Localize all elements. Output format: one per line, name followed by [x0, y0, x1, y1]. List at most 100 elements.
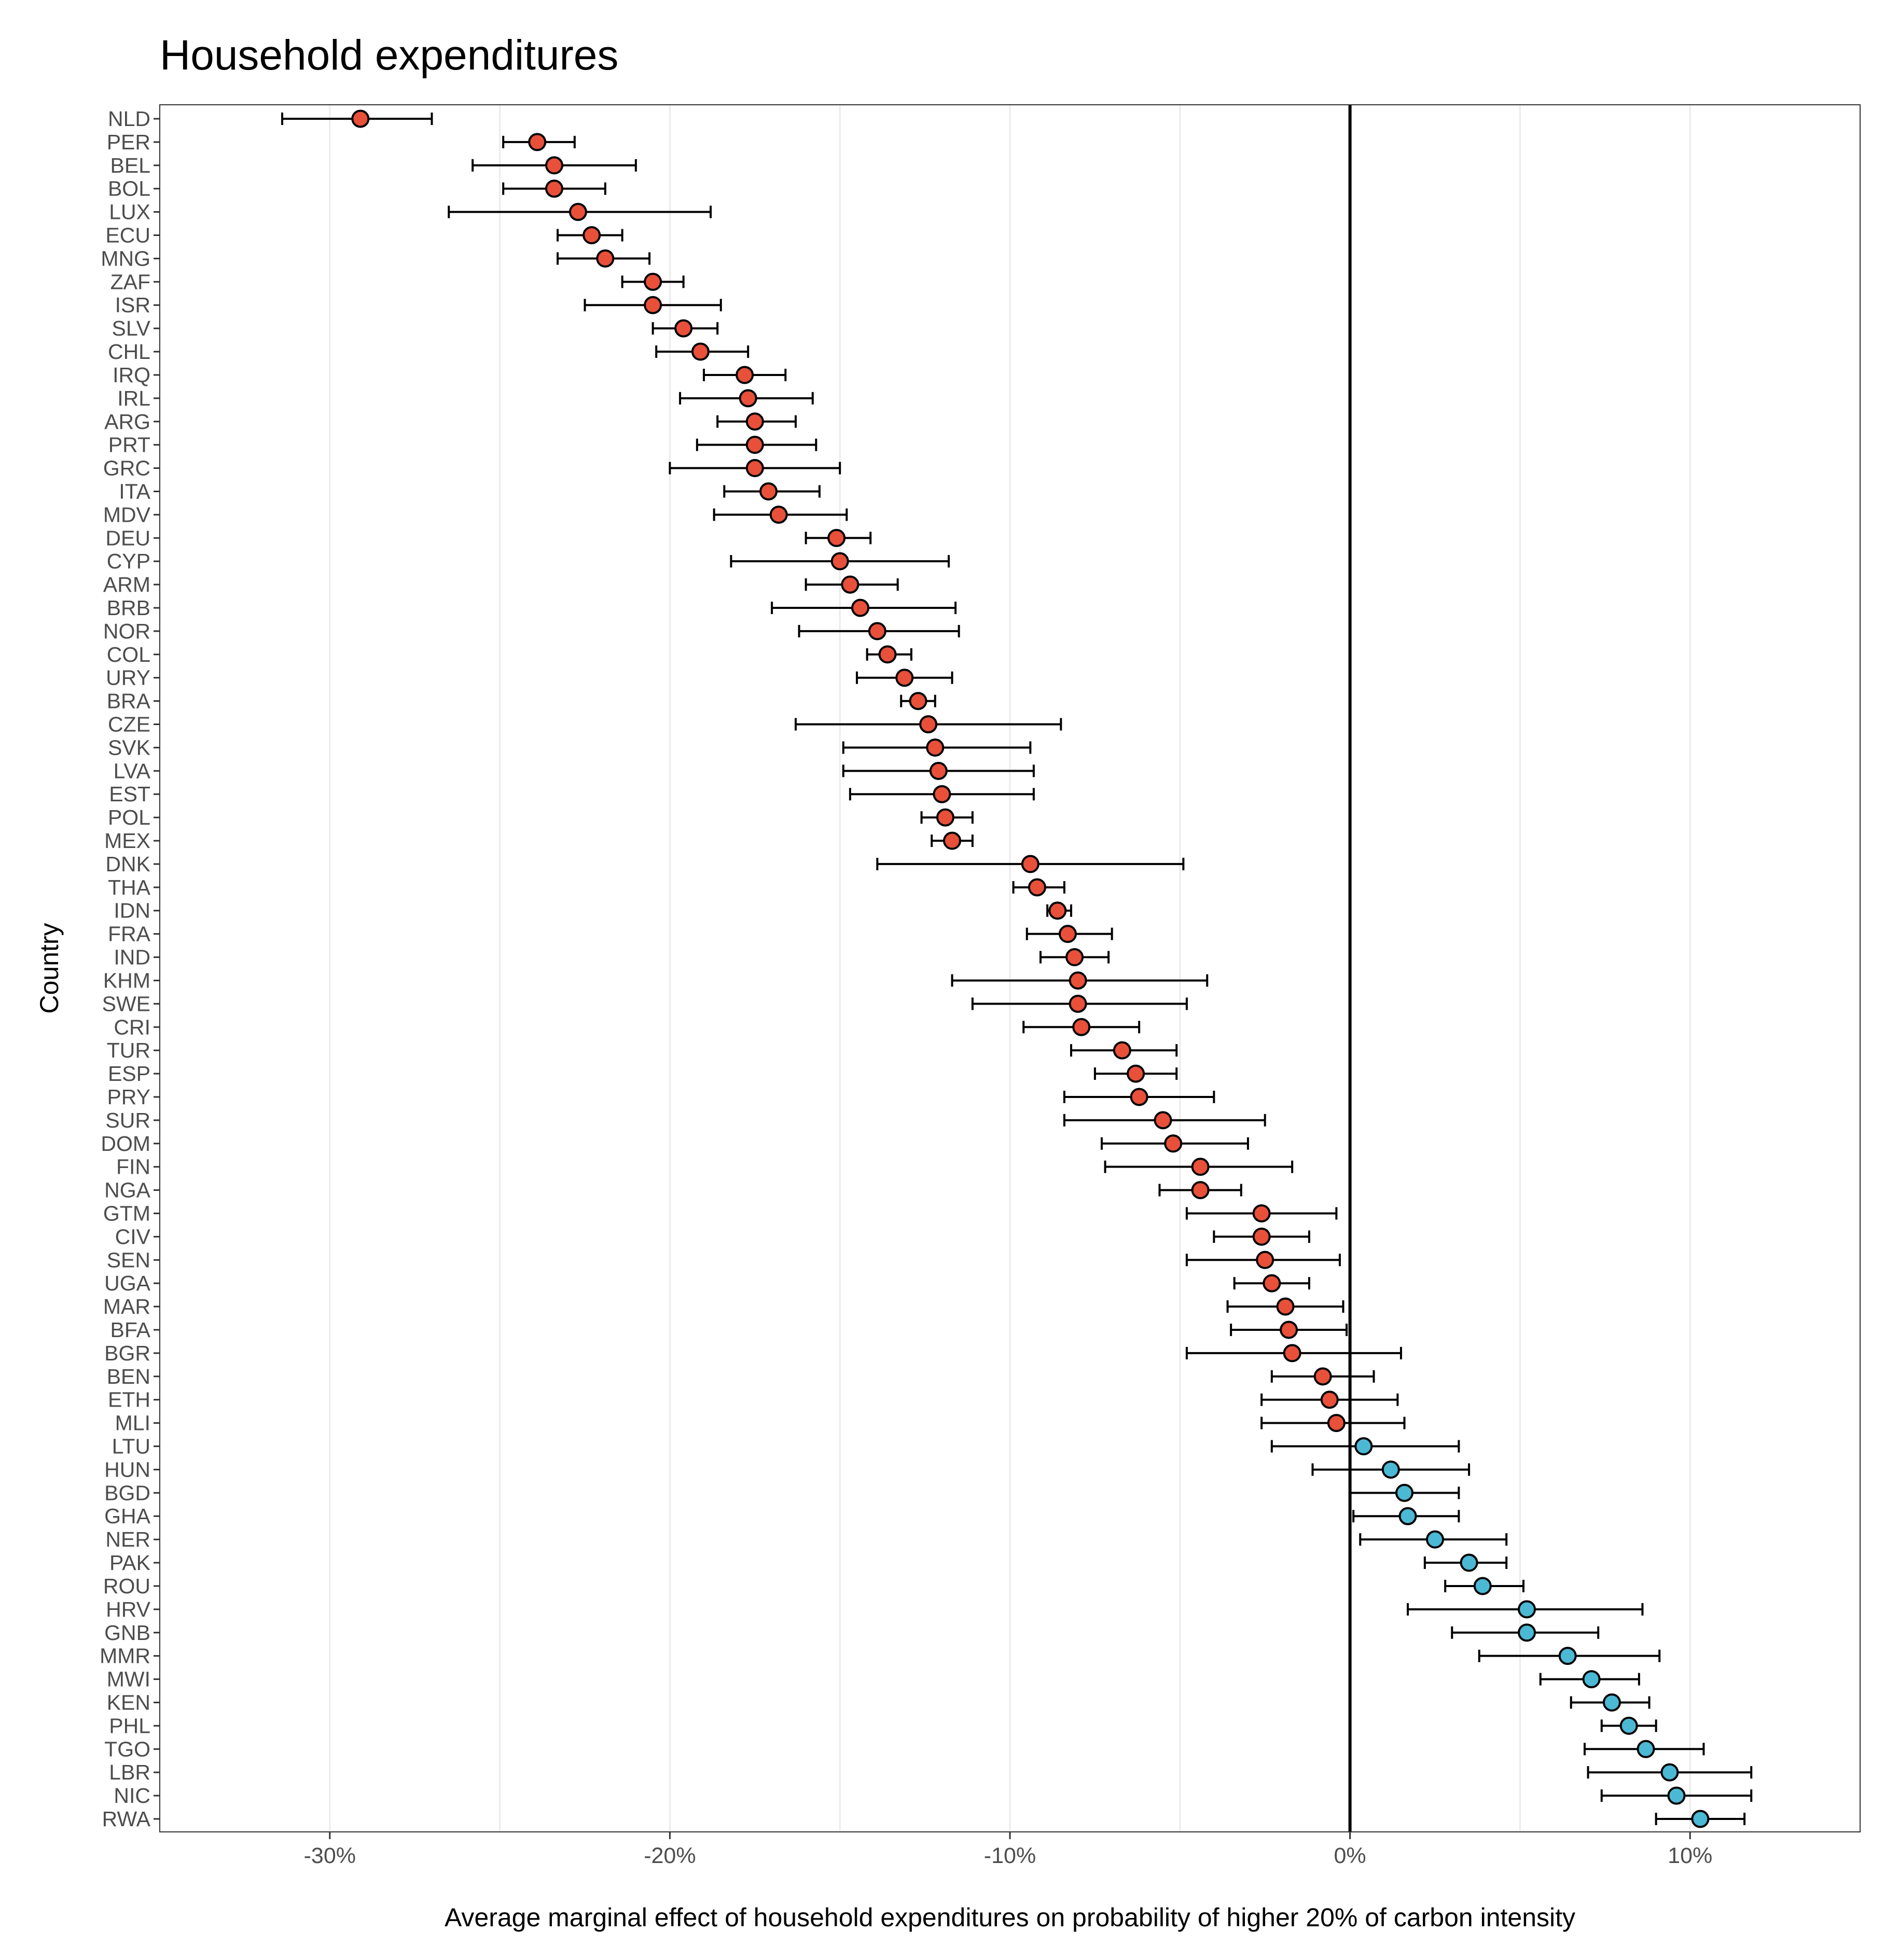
data-point	[1381, 1460, 1400, 1479]
data-point	[1460, 1553, 1478, 1572]
y-axis-ticks	[154, 118, 160, 1820]
y-tick-label: UGA	[104, 1271, 151, 1295]
data-point	[583, 226, 601, 245]
data-point	[1395, 1483, 1413, 1502]
data-point	[545, 156, 563, 175]
y-tick-label: MLI	[115, 1411, 150, 1435]
data-point	[909, 692, 927, 711]
y-tick-label: MNG	[101, 246, 150, 270]
y-tick-label: CYP	[107, 549, 150, 573]
data-point	[1058, 925, 1077, 943]
y-tick-label: NOR	[103, 619, 150, 643]
data-point	[1619, 1716, 1638, 1735]
y-tick-label: NIC	[114, 1784, 150, 1808]
data-point	[745, 459, 764, 478]
data-point	[691, 342, 710, 361]
y-tick-label: SEN	[107, 1248, 150, 1272]
y-tick-label: NGA	[104, 1178, 151, 1202]
y-tick-label: PRT	[108, 433, 150, 457]
y-tick-label: MAR	[103, 1295, 150, 1318]
data-point	[1021, 855, 1039, 873]
chart-title: Household expenditures	[160, 32, 618, 79]
data-point	[1637, 1740, 1655, 1758]
y-tick-label: CRI	[114, 1015, 150, 1039]
y-tick-label: KHM	[103, 968, 150, 992]
data-point	[1252, 1227, 1271, 1246]
y-tick-label: RWA	[102, 1807, 151, 1831]
y-tick-label: ARM	[103, 573, 150, 596]
y-tick-label: GRC	[103, 456, 150, 480]
y-tick-label: GTM	[103, 1201, 150, 1225]
data-point	[1320, 1391, 1339, 1409]
y-tick-label: SUR	[105, 1108, 150, 1132]
y-axis-title: Country	[35, 923, 64, 1013]
y-tick-label: LTU	[112, 1435, 150, 1458]
y-tick-label: BEN	[107, 1365, 150, 1388]
data-point	[1582, 1670, 1601, 1689]
y-tick-label: PRY	[107, 1085, 150, 1109]
data-point	[528, 133, 547, 151]
y-tick-label: SWE	[102, 992, 150, 1016]
data-point	[351, 109, 370, 128]
y-tick-label: SLV	[112, 316, 151, 340]
y-tick-label: PAK	[109, 1551, 150, 1575]
y-tick-label: LUX	[109, 200, 150, 224]
y-tick-label: MWI	[107, 1667, 150, 1691]
data-point	[1263, 1274, 1281, 1292]
data-point	[644, 272, 662, 291]
data-point	[1256, 1250, 1274, 1269]
data-point	[943, 831, 962, 850]
y-tick-label: HUN	[104, 1457, 150, 1481]
data-point	[1518, 1623, 1536, 1642]
data-point	[1327, 1414, 1346, 1433]
data-point	[1191, 1158, 1210, 1176]
y-tick-label: HRV	[106, 1597, 150, 1621]
data-point	[1691, 1810, 1710, 1828]
y-tick-label: URY	[106, 666, 150, 690]
data-point	[841, 575, 860, 594]
x-tick-label: -10%	[984, 1843, 1036, 1868]
data-point	[1660, 1763, 1679, 1782]
y-tick-label: FRA	[108, 922, 151, 946]
y-tick-label: THA	[108, 875, 151, 899]
data-point	[1154, 1111, 1172, 1130]
y-tick-label: MDV	[103, 503, 151, 526]
y-tick-label: TGO	[104, 1737, 150, 1761]
data-point	[830, 552, 849, 571]
data-point	[1130, 1088, 1148, 1106]
data-point	[644, 296, 662, 314]
data-point	[878, 645, 897, 664]
data-point	[1280, 1320, 1298, 1339]
y-tick-label: FIN	[116, 1155, 150, 1179]
data-point	[827, 529, 846, 547]
y-tick-label: PHL	[109, 1714, 150, 1737]
y-tick-label: DNK	[105, 852, 150, 876]
y-tick-label: IND	[114, 946, 150, 969]
data-point	[674, 319, 693, 338]
y-tick-label: DOM	[101, 1132, 150, 1156]
x-tick-label: 0%	[1334, 1843, 1366, 1868]
y-tick-label: ECU	[105, 224, 150, 247]
data-point	[929, 761, 948, 780]
y-tick-label: GNB	[104, 1621, 150, 1645]
y-tick-label: SVK	[108, 735, 150, 759]
y-tick-label: ITA	[119, 479, 150, 503]
y-tick-label: LVA	[114, 759, 151, 783]
data-point	[759, 482, 778, 501]
data-point	[1065, 948, 1084, 967]
y-tick-label: ISR	[115, 293, 150, 317]
data-point	[1426, 1530, 1444, 1549]
data-point	[1252, 1204, 1271, 1222]
data-point	[1072, 1018, 1091, 1036]
y-tick-label: CHL	[108, 340, 150, 364]
data-point	[745, 412, 764, 431]
y-tick-label: KEN	[107, 1690, 150, 1714]
y-tick-label: CIV	[115, 1225, 151, 1248]
x-tick-label: -30%	[304, 1843, 356, 1868]
y-tick-label: BGR	[104, 1341, 150, 1365]
data-point	[1313, 1367, 1332, 1386]
y-tick-label: BGD	[104, 1481, 150, 1505]
y-axis-labels: NLDPERBELBOLLUXECUMNGZAFISRSLVCHLIRQIRLA…	[100, 107, 151, 1831]
y-tick-label: NLD	[108, 107, 150, 131]
